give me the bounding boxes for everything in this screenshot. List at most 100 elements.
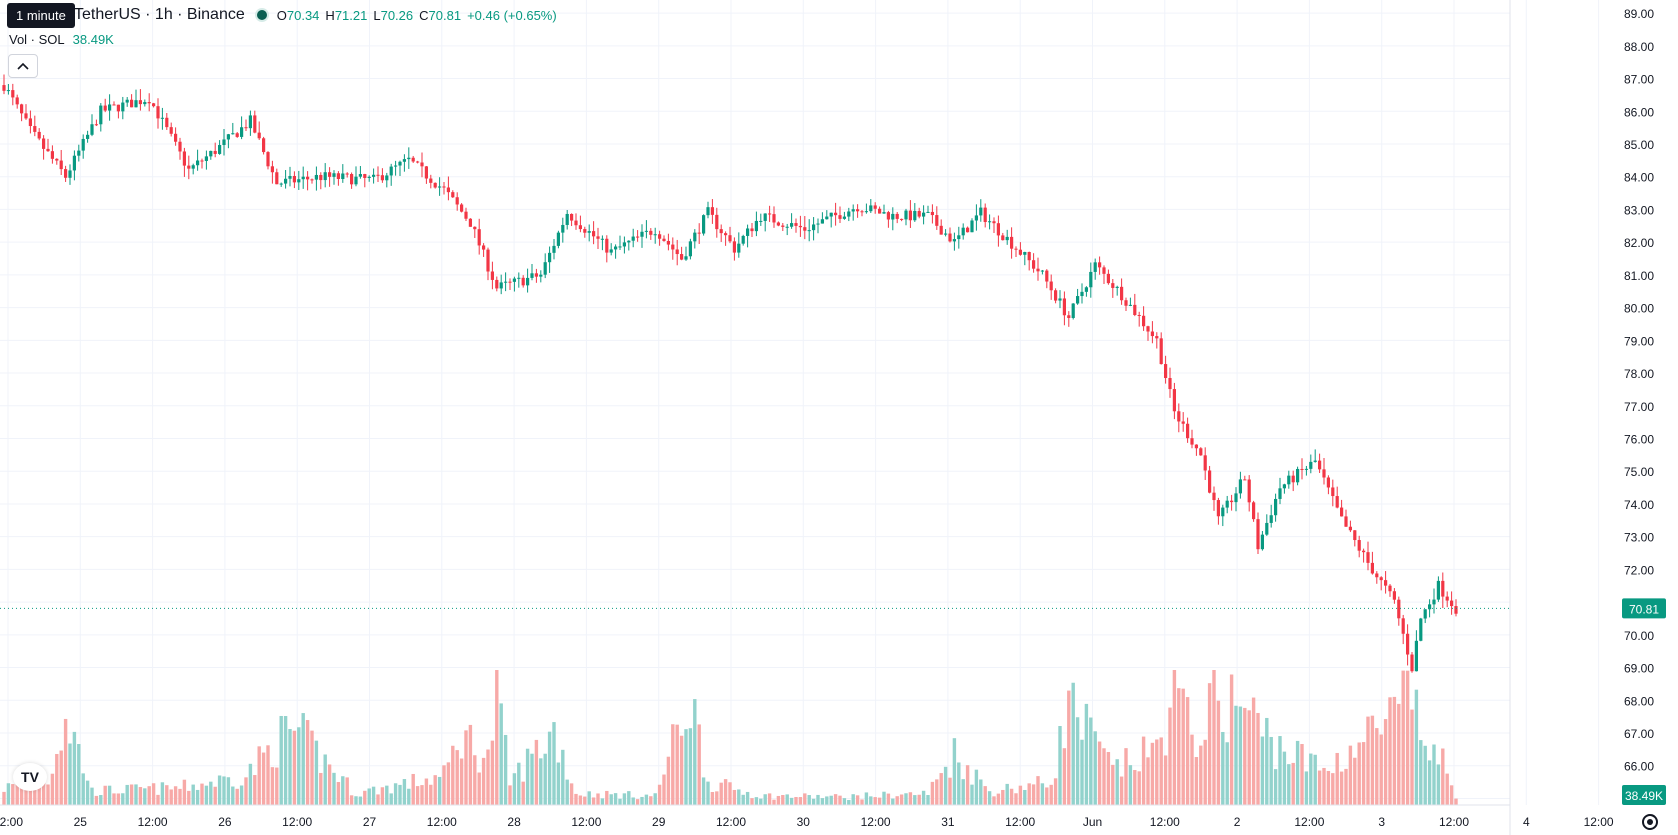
volume-bar — [899, 794, 904, 805]
candle — [1190, 429, 1194, 449]
volume-bar — [68, 743, 72, 805]
volume-bar — [1212, 670, 1216, 805]
candle — [882, 204, 886, 214]
volume-bar — [539, 758, 543, 805]
candle — [530, 263, 534, 281]
price-axis[interactable]: 89.00 88.00 87.00 86.00 85.00 84.00 83.00 82.00… — [1509, 0, 1666, 835]
volume-bar — [257, 746, 261, 805]
time-axis[interactable]: 12:00 25 12:00 26 12:00 27 12:00 28 12:00 29 12:00… — [0, 804, 1614, 829]
volume-bar — [1155, 739, 1159, 805]
volume-bar — [50, 773, 55, 805]
volume-bar — [1199, 745, 1203, 805]
candle — [323, 163, 327, 188]
candle — [763, 213, 767, 232]
volume-bar — [627, 791, 631, 805]
volume-bar — [1111, 764, 1115, 805]
price-candles — [2, 74, 1458, 673]
time-tick-label: 12:00 — [138, 815, 168, 829]
time-tick-label: 26 — [218, 815, 232, 829]
volume-bar — [310, 730, 314, 805]
volume-bar — [864, 792, 869, 805]
candle — [829, 212, 833, 228]
close-value: 70.81 — [428, 7, 462, 23]
candle — [1212, 486, 1216, 511]
candle — [1379, 576, 1383, 591]
candle — [1172, 382, 1176, 420]
volume-label[interactable]: Vol · SOL — [9, 32, 65, 47]
volume-bar — [649, 796, 653, 805]
volume-bar — [1049, 784, 1053, 805]
volume-bar — [24, 783, 28, 805]
volume-bar — [297, 727, 301, 805]
volume-bar — [741, 794, 745, 805]
volume-bar — [829, 795, 833, 805]
volume-bar — [605, 790, 609, 805]
volume-bar — [345, 777, 349, 805]
volume-bar — [354, 796, 358, 805]
volume-bar — [657, 784, 662, 805]
volume-bar — [341, 776, 345, 805]
collapse-legend-button[interactable] — [8, 54, 38, 78]
volume-bar — [1238, 706, 1243, 805]
volume-bar — [103, 785, 107, 805]
candle — [992, 217, 996, 233]
candle — [1326, 475, 1330, 495]
time-tick-label: 12:00 — [0, 815, 23, 829]
volume-bar — [895, 796, 899, 805]
candle — [688, 238, 692, 260]
candle — [1362, 548, 1366, 563]
volume-bar — [1322, 767, 1326, 805]
volume-bar — [979, 779, 983, 805]
candle — [614, 244, 618, 259]
candle — [996, 215, 1000, 247]
candle — [429, 174, 433, 189]
volume-bar — [288, 729, 292, 805]
candle — [394, 160, 398, 176]
candle — [741, 234, 745, 246]
candle — [495, 276, 499, 292]
volume-bar — [767, 793, 772, 805]
volume-bar — [613, 793, 618, 805]
candle — [424, 166, 428, 184]
symbol-title[interactable]: TetherUS · 1h · Binance — [74, 6, 245, 23]
volume-bar — [429, 784, 433, 805]
candle — [187, 155, 191, 180]
volume-bar — [882, 791, 886, 805]
volume-bar — [759, 798, 763, 805]
candle — [583, 226, 587, 238]
candle — [1300, 458, 1304, 480]
candle — [798, 215, 802, 237]
candle — [1005, 229, 1009, 245]
market-status-icon[interactable] — [254, 8, 269, 22]
volume-bar — [116, 793, 121, 805]
volume-bar — [1436, 764, 1441, 805]
candle — [103, 98, 107, 113]
volume-bar — [266, 745, 270, 805]
volume-bar — [745, 791, 750, 805]
candle — [1428, 599, 1432, 618]
candle — [640, 224, 644, 248]
candle — [138, 89, 142, 111]
candle — [1423, 609, 1427, 624]
candle — [402, 154, 406, 172]
tradingview-logo-icon[interactable]: TV — [13, 763, 47, 791]
volume-bar — [1229, 674, 1234, 805]
candle — [653, 227, 657, 244]
volume-bar — [776, 795, 781, 805]
candle — [812, 217, 816, 241]
volume-bar — [873, 797, 877, 805]
price-tick-label: 78.00 — [1624, 367, 1654, 381]
volume-bar — [1080, 739, 1084, 805]
gear-icon[interactable] — [1642, 814, 1658, 830]
volume-bar — [156, 794, 160, 805]
volume-bar — [182, 779, 187, 805]
volume-bar — [838, 795, 842, 805]
candle — [1388, 584, 1392, 597]
volume-bar — [1115, 759, 1119, 805]
volume-bar — [178, 788, 182, 805]
volume-bar — [723, 779, 728, 805]
volume-bar — [965, 765, 970, 805]
volume-bar — [1133, 770, 1137, 805]
